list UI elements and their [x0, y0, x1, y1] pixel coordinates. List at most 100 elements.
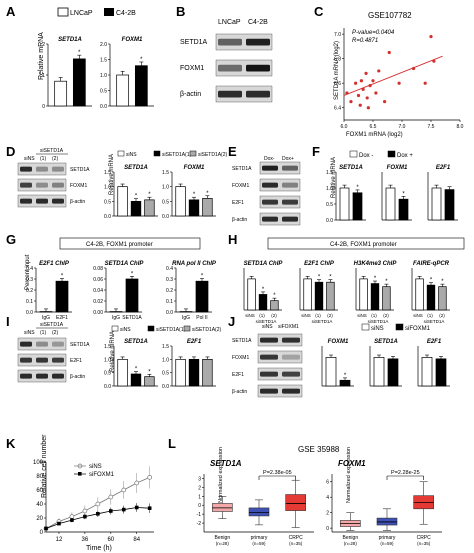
c-chart: 6.0 6.5 7.0 7.5 8.0 6.4 6.6 6.8 7.0 — [334, 28, 464, 130]
c-xtick-label: 7.0 — [399, 124, 406, 130]
i-chart-0-sig-star: * — [135, 367, 138, 373]
j-row-label-2: E2F1 — [232, 372, 244, 378]
l-group-label: CRPC — [289, 535, 304, 541]
i-row-label-0: SETD1A — [70, 342, 90, 348]
i-legend-label-2: siSETD1A(2) — [192, 327, 222, 333]
j-blot-0-strip — [257, 333, 303, 347]
d-blot-2-band — [52, 198, 64, 204]
c-scatter-point — [374, 91, 378, 95]
a-chart-1-ytick-label: 1.5 — [100, 58, 107, 64]
panel-letters: A B C D E F G H I J K L — [6, 4, 324, 451]
l-ytick-label: 2 — [198, 485, 201, 491]
d-blot-2-band — [20, 198, 32, 204]
j-blot-1-band — [282, 354, 300, 360]
h-chart-3-bar — [438, 286, 447, 311]
e-row-label-1: FOXM1 — [232, 183, 249, 189]
h-lane-label: siNS — [301, 313, 311, 318]
a-chart-0-bar — [54, 80, 68, 107]
c-ytick-label: 6.8 — [334, 57, 341, 63]
i-lane-2: (2) — [52, 330, 58, 336]
f-ylabel: Relative mRNA — [331, 157, 337, 198]
j-blot-3-band — [260, 388, 278, 394]
l-group-n: (n=35) — [289, 541, 303, 546]
l-group-n: (n=28) — [216, 541, 230, 546]
panel-K: Relative cell number Time (h) 12 36 60 84 0 2… — [33, 434, 154, 552]
f-legend-swatch-0 — [349, 150, 358, 158]
k-point-sins — [108, 494, 114, 500]
k-point-sifoxm1 — [109, 509, 113, 513]
j-blot-0-band — [260, 337, 278, 343]
h-chart-2-bar — [382, 286, 391, 311]
e-blot-1-band — [262, 182, 278, 188]
g-chart-1-title: SETD1A ChIP — [105, 261, 145, 267]
d-legend-label-1: siSETD1A(1) — [162, 152, 192, 158]
d-chart-0-ytick-label: 0.0 — [104, 214, 111, 220]
h-lane-label: siNS — [357, 313, 367, 318]
g-chart-0-cat-label: IgG — [42, 315, 50, 321]
g-chart-0-ytick-label: 0.1 — [26, 299, 33, 305]
c-scatter-point — [383, 100, 387, 104]
j-chart-0-bar — [339, 379, 351, 387]
f-chart-2-bar — [444, 189, 455, 221]
c-scatter-point — [364, 71, 368, 75]
i-row-label-1: E2F1 — [70, 358, 82, 364]
c-scatter-point — [349, 100, 353, 104]
j-chart-0-bar — [325, 357, 337, 387]
h-chart-3-bar — [426, 284, 436, 311]
d-chart-1-ytick-label: 1.0 — [162, 185, 169, 191]
f-chart-1-bar — [398, 198, 409, 221]
e-row-label-0: SETD1A — [232, 166, 252, 172]
c-title: GSE107782 — [368, 11, 412, 20]
g-chart-1-ytick-label: 0.02 — [93, 299, 103, 305]
k-point-sins — [95, 501, 101, 507]
h-chart-3-sig-star: * — [430, 278, 433, 284]
c-xtick-label: 6.5 — [370, 124, 377, 130]
h-chart-1-sig-star: * — [318, 275, 321, 281]
k-point-sifoxm1 — [121, 507, 126, 512]
h-chart-3-title: FAIRE-qPCR — [413, 261, 450, 267]
d-chart-0-ytick-label: 0.5 — [104, 199, 111, 205]
a-chart-0-ytick-label: 0 — [42, 104, 45, 110]
i-chart-0-sig-star: * — [148, 369, 151, 375]
h-header: C4-2B, FOXM1 promoter — [330, 242, 397, 248]
e-blot-1-strip — [259, 178, 301, 192]
l-pvalue-1: P=2.28e-25 — [391, 470, 420, 476]
f-charts: 0.0 0.5 1.0 1.5 * SETD1A * FOXM1 E2F1 — [326, 165, 458, 224]
d-legend-swatch-2 — [189, 150, 197, 157]
c-xlabel: FOXM1 mRNA (log2) — [346, 132, 403, 138]
panel-letter-D: D — [6, 144, 15, 159]
h-lane-label: (2) — [271, 313, 277, 318]
f-chart-1-bar — [385, 187, 396, 221]
k-ytick-label: 80 — [36, 474, 43, 480]
h-chart-0-sig-star: * — [273, 293, 276, 299]
h-group-label: siSETD1A — [424, 319, 445, 324]
d-blot-1-strip — [17, 178, 67, 192]
f-chart-0-ytick-label: 1.0 — [326, 186, 333, 192]
b-row-label-2: β-actin — [180, 91, 201, 98]
l-group-label: Benign — [215, 535, 231, 541]
k-xtick-label: 60 — [107, 537, 114, 543]
k-point-sifoxm1 — [134, 505, 139, 510]
panel-J: siNS siFOXM1 SETD1A FOXM1 E2F1 β-actin siNS… — [232, 323, 450, 398]
a-chart-1-bar — [134, 65, 148, 107]
j-blot-2-strip — [257, 367, 303, 381]
d-chart-0-bar — [144, 199, 155, 217]
a-chart-1-ytick-label: 0.0 — [100, 104, 107, 110]
d-chart-0-title: SETD1A — [124, 165, 148, 171]
d-chart-1-sig-star: * — [193, 192, 196, 198]
e-blots: SETD1A FOXM1 E2F1 β-actin — [232, 161, 301, 226]
c-scatter-point — [366, 106, 370, 110]
i-chart-1-ytick-label: 1.0 — [162, 357, 169, 363]
k-series-line-1 — [45, 507, 150, 529]
j-chart-1-bar — [373, 357, 385, 387]
g-chart-1-ytick-label: 0.08 — [93, 266, 103, 272]
e-blot-2-strip — [259, 195, 301, 209]
k-point-sifoxm1 — [147, 506, 152, 510]
i-blot-1-band — [36, 357, 48, 363]
h-chart-1-title: E2F1 ChIP — [304, 261, 335, 267]
legend-label-lncap: LNCaP — [70, 10, 93, 17]
d-charts: 0.0 0.5 1.0 1.5 * * SETD1A 0.0 0.5 1.0 1.5 * * FOXM1 — [104, 165, 216, 220]
f-chart-0-ytick-label: 1.5 — [326, 170, 333, 176]
g-chart-2-ytick-label: 0.3 — [166, 277, 173, 283]
